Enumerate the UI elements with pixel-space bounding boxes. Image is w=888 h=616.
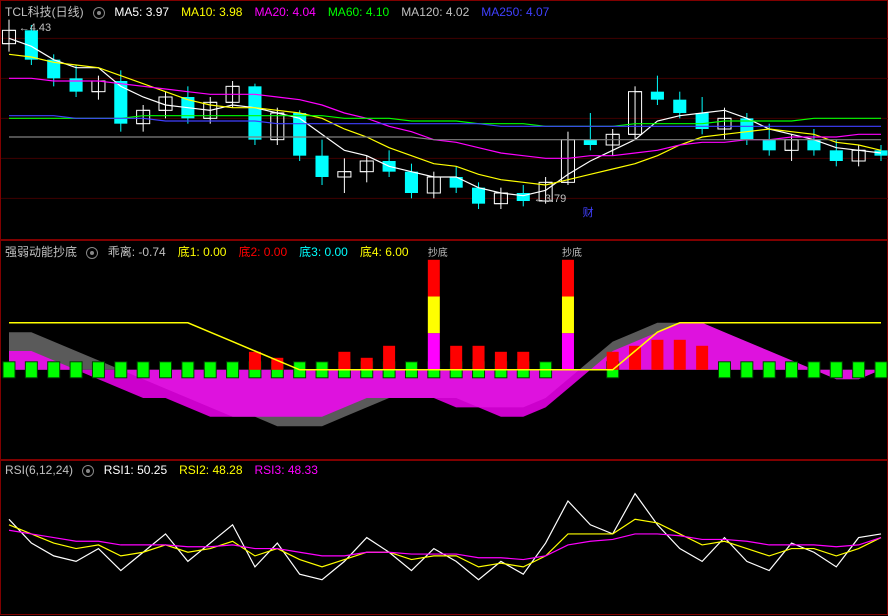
ma-line-MA5	[9, 38, 881, 195]
ma-label-MA10: MA10: 3.98	[181, 5, 248, 19]
ind-val-0: 乖离: -0.74	[108, 245, 172, 259]
svg-text:抄底: 抄底	[562, 246, 582, 259]
price-panel[interactable]: TCL科技(日线) MA5: 3.97 MA10: 3.98 MA20: 4.04 M…	[0, 0, 888, 240]
rsi-val-0: RSI1: 50.25	[104, 463, 173, 477]
eye-icon[interactable]	[82, 465, 94, 477]
rsi-val-2: RSI3: 48.33	[255, 463, 324, 477]
svg-text:抄底: 抄底	[428, 246, 448, 259]
price-annotation: 财	[583, 204, 594, 220]
price-annotation: ←4.43	[19, 22, 51, 34]
price-header: TCL科技(日线) MA5: 3.97 MA10: 3.98 MA20: 4.04 M…	[5, 3, 561, 20]
rsi-name: RSI(6,12,24)	[5, 463, 73, 477]
indicator-name: 强弱动能抄底	[5, 245, 77, 259]
indicator-chart[interactable]: 抄底 抄底	[1, 241, 888, 461]
rsi-chart[interactable]	[1, 461, 888, 616]
indicator-panel[interactable]: 强弱动能抄底 乖离: -0.74 底1: 0.00 底2: 0.00 底3: 0.00…	[0, 240, 888, 460]
ma-label-MA5: MA5: 3.97	[114, 5, 175, 19]
stock-name: TCL科技(日线)	[5, 5, 84, 19]
price-annotation: ←3.79	[534, 193, 566, 205]
ind-val-3: 底3: 0.00	[299, 245, 354, 259]
rsi-line-RSI1	[9, 494, 881, 580]
ma-label-MA60: MA60: 4.10	[328, 5, 395, 19]
ma-label-MA120: MA120: 4.02	[401, 5, 475, 19]
rsi-panel[interactable]: RSI(6,12,24) RSI1: 50.25 RSI2: 48.28 RSI3:…	[0, 460, 888, 615]
rsi-header: RSI(6,12,24) RSI1: 50.25 RSI2: 48.28 RSI3:…	[5, 463, 330, 477]
rsi-val-1: RSI2: 48.28	[179, 463, 248, 477]
indicator-header: 强弱动能抄底 乖离: -0.74 底1: 0.00 底2: 0.00 底3: 0.00…	[5, 243, 421, 260]
rsi-line-RSI2	[9, 519, 881, 567]
ma-label-MA250: MA250: 4.07	[481, 5, 555, 19]
ma-label-MA20: MA20: 4.04	[254, 5, 321, 19]
price-chart[interactable]	[1, 1, 888, 241]
ind-val-1: 底1: 0.00	[178, 245, 233, 259]
eye-icon[interactable]	[86, 247, 98, 259]
ind-val-4: 底4: 6.00	[360, 245, 415, 259]
eye-icon[interactable]	[93, 7, 105, 19]
ind-val-2: 底2: 0.00	[238, 245, 293, 259]
